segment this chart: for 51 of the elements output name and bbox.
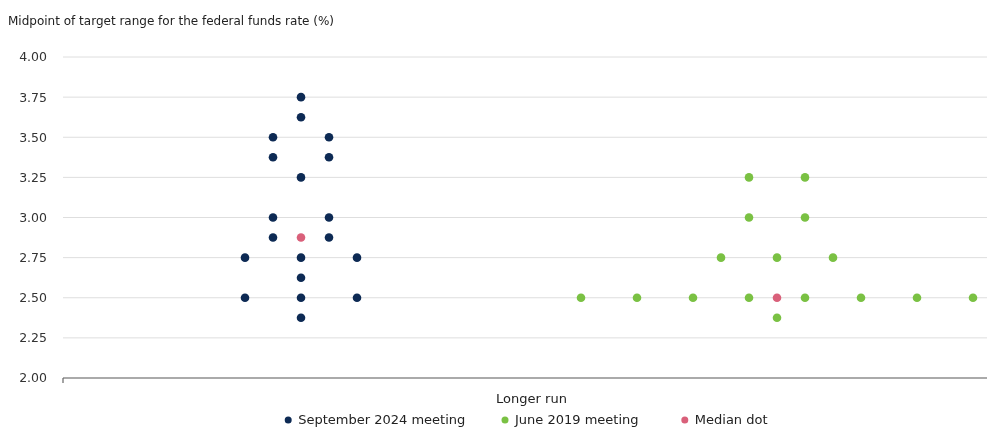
- point: [296, 233, 306, 242]
- point: [268, 132, 278, 142]
- point: [968, 293, 978, 303]
- y-tick-label: 3.25: [19, 169, 47, 185]
- point: [912, 293, 922, 303]
- point: [800, 213, 810, 222]
- point: [268, 153, 278, 162]
- point: [352, 253, 362, 262]
- legend-label: Median dot: [694, 412, 768, 427]
- y-tick-label: 2.75: [19, 250, 47, 265]
- y-tick-label: 3.00: [19, 209, 48, 225]
- point: [296, 112, 306, 122]
- x-axis-title: Longer run: [496, 391, 567, 406]
- point: [744, 213, 754, 222]
- legend-label: September 2024 meeting: [298, 412, 466, 427]
- point: [352, 293, 362, 303]
- point: [296, 253, 306, 262]
- point: [772, 313, 782, 323]
- point: [744, 173, 754, 182]
- point: [324, 233, 334, 242]
- point: [828, 253, 838, 262]
- point: [296, 173, 306, 182]
- point: [324, 213, 334, 222]
- point: [772, 293, 782, 303]
- y-axis-title: Midpoint of target range for the federal funds rate (%): [8, 14, 335, 28]
- y-tick-label: 3.75: [19, 89, 47, 105]
- point: [240, 293, 250, 303]
- point: [268, 233, 278, 242]
- point: [296, 313, 306, 323]
- point: [856, 293, 866, 303]
- point: [324, 132, 334, 142]
- y-tick-label: 3.50: [19, 129, 48, 145]
- point: [744, 293, 754, 303]
- point: [800, 173, 810, 182]
- legend-label: June 2019 meeting: [514, 412, 639, 427]
- point: [240, 253, 250, 262]
- point: [296, 92, 306, 102]
- point: [296, 273, 306, 282]
- y-tick-label: 2.00: [19, 370, 48, 386]
- y-tick-label: 2.25: [19, 330, 47, 346]
- point: [268, 213, 278, 222]
- point: [716, 253, 726, 262]
- point: [324, 153, 334, 162]
- point: [800, 293, 810, 303]
- y-tick-label: 2.50: [19, 290, 48, 306]
- y-tick-label: 4.00: [19, 49, 48, 65]
- point: [296, 293, 306, 303]
- point: [772, 253, 782, 262]
- point: [632, 293, 642, 303]
- point: [576, 293, 586, 303]
- point: [688, 293, 698, 303]
